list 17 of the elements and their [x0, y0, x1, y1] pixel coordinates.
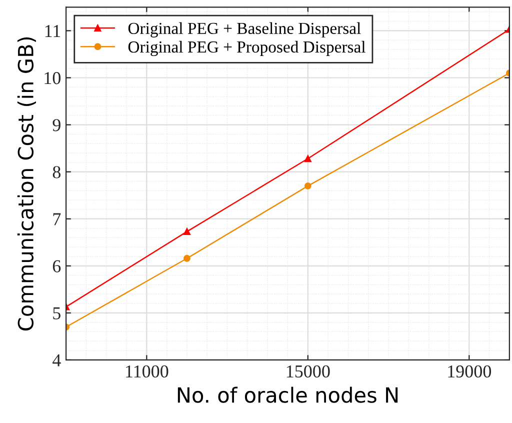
x-axis-title: No. of oracle nodes N [178, 386, 398, 403]
legend-label: Original PEG + Baseline Dispersal [128, 22, 361, 38]
y-axis-title: Communication Cost (in GB) [17, 37, 36, 330]
y-tick-label: 9 [52, 119, 60, 132]
x-tick-label: 19000 [448, 365, 492, 378]
legend-label: Original PEG + Proposed Dispersal [128, 40, 366, 56]
x-tick-label: 11000 [126, 365, 168, 378]
y-tick-label: 4 [52, 354, 61, 366]
y-tick-label: 7 [53, 213, 61, 226]
point [184, 228, 190, 236]
y-tick-label: 8 [52, 166, 60, 178]
y-tick-label: 6 [52, 260, 61, 272]
y-tick-label: 10 [44, 72, 60, 84]
y-tick-label: 5 [53, 307, 60, 320]
x-tick-label: 15000 [286, 365, 330, 378]
y-tick-label: 11 [45, 25, 60, 37]
point [184, 254, 190, 262]
